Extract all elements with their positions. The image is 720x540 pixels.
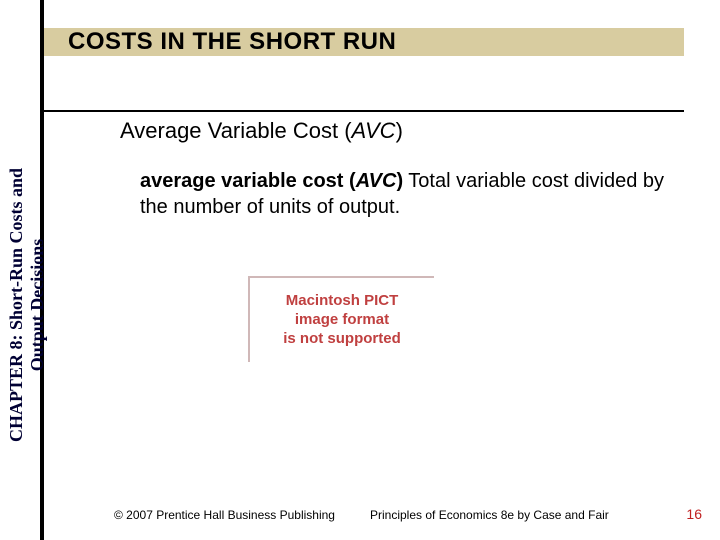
pict-line2: image format bbox=[295, 311, 389, 328]
chapter-label-line2: Output Decisions bbox=[27, 239, 47, 372]
footer-copyright: © 2007 Prentice Hall Business Publishing bbox=[114, 508, 335, 522]
footer-book: Principles of Economics 8e by Case and F… bbox=[370, 508, 609, 522]
subtitle: Average Variable Cost (AVC) bbox=[120, 118, 403, 144]
page-number: 16 bbox=[686, 506, 702, 522]
term-label: average variable cost ( bbox=[140, 170, 356, 192]
subtitle-abbrev: AVC bbox=[352, 118, 396, 143]
term-abbrev: AVC bbox=[356, 170, 397, 192]
title-band: COSTS IN THE SHORT RUN bbox=[44, 28, 684, 56]
definition-block: average variable cost (AVC) Total variab… bbox=[140, 168, 670, 220]
pict-line1: Macintosh PICT bbox=[286, 292, 399, 309]
slide: COSTS IN THE SHORT RUN Average Variable … bbox=[0, 0, 720, 540]
chapter-label-line1: CHAPTER 8: Short-Run Costs and bbox=[6, 168, 26, 442]
subtitle-rule bbox=[44, 110, 684, 112]
slide-title: COSTS IN THE SHORT RUN bbox=[68, 28, 396, 56]
subtitle-prefix: Average Variable Cost ( bbox=[120, 118, 352, 143]
subtitle-suffix: ) bbox=[396, 118, 403, 143]
pict-unsupported-box: Macintosh PICT image format is not suppo… bbox=[248, 276, 434, 362]
pict-line3: is not supported bbox=[283, 330, 401, 347]
chapter-label: CHAPTER 8: Short-Run Costs and Output De… bbox=[6, 145, 47, 465]
